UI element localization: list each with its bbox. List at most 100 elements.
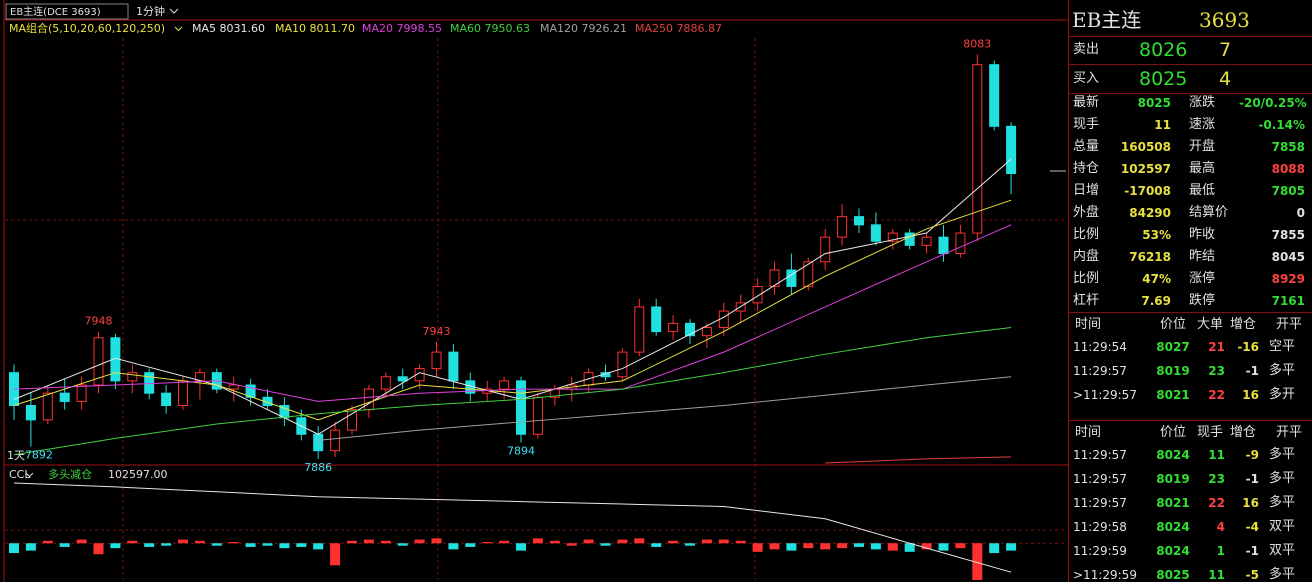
ma-legend: MA20 7998.55: [362, 22, 442, 35]
ccl-bar: [955, 543, 966, 549]
ccl-status: 多头减仓: [48, 467, 92, 481]
ccl-bar: [347, 540, 357, 544]
trade-cell: 8019: [1156, 472, 1190, 486]
ccl-bar: [59, 543, 70, 547]
candle-body: [803, 261, 814, 287]
quote-value: -0.14%: [1258, 118, 1305, 132]
trade-cell: 8021: [1156, 388, 1190, 402]
ccl-bar: [448, 543, 459, 550]
quote-value: 8929: [1271, 272, 1305, 286]
ma-line: [318, 376, 1012, 441]
ma-value: 7950.63: [485, 22, 531, 35]
ccl-bar: [668, 540, 679, 544]
ccl-bar: [752, 543, 763, 552]
trade-cell: 23: [1208, 472, 1225, 486]
candle-body: [363, 388, 374, 411]
quote-value: 8025: [1137, 96, 1171, 110]
trade-cell: 11: [1208, 568, 1225, 582]
candle-body: [668, 322, 679, 333]
trade-cell: 多平: [1269, 363, 1296, 378]
quote-label: 涨跌: [1189, 95, 1216, 110]
ccl-bar: [938, 543, 949, 551]
quote-label: 总量: [1073, 139, 1100, 154]
candle-body: [786, 269, 797, 287]
ccl-bar: [701, 539, 712, 544]
trade-cell: -1: [1245, 364, 1259, 378]
extreme-label: 7886: [304, 461, 332, 474]
trade-cell: -9: [1245, 448, 1259, 462]
ma-line: [13, 326, 1012, 456]
candle-body: [397, 376, 408, 382]
ccl-bar: [431, 538, 442, 544]
quote-label: 日增: [1073, 183, 1100, 198]
trade-cell: 22: [1208, 496, 1225, 510]
quote-label: 跌停: [1189, 293, 1216, 308]
quote-label: 比例: [1073, 271, 1100, 286]
table-header: 开平: [1275, 317, 1302, 332]
trade-cell: 11:29:57: [1073, 496, 1127, 510]
ccl-bar: [499, 540, 510, 544]
ccl-bar: [110, 543, 121, 549]
ccl-bar: [9, 543, 19, 554]
trade-cell: 多平: [1269, 471, 1296, 486]
ccl-bar: [1006, 543, 1017, 551]
candle-body: [93, 337, 104, 386]
trade-cell: 11:29:57: [1073, 364, 1127, 378]
quote-label: 涨停: [1189, 271, 1216, 286]
trade-cell: 8024: [1156, 544, 1190, 558]
ccl-bar: [786, 543, 797, 551]
quote-value: 160508: [1120, 140, 1171, 154]
trade-cell: 多平: [1269, 495, 1296, 510]
ccl-bar: [330, 543, 341, 566]
period[interactable]: 1分钟: [136, 4, 165, 18]
ma-value: 7886.87: [677, 22, 723, 35]
ma-group[interactable]: MA组合(5,10,20,60,120,250): [9, 21, 165, 35]
period-dropdown[interactable]: [169, 8, 179, 14]
ma-legend: MA10 8011.70: [275, 22, 355, 35]
quote-value: 7.69: [1141, 294, 1171, 308]
candle-body: [499, 380, 510, 390]
symbol-box[interactable]: [5, 3, 129, 20]
trade-cell: 16: [1242, 388, 1259, 402]
trade-cell: 11:29:57: [1073, 448, 1127, 462]
quote-value: 11: [1154, 118, 1171, 132]
frame: [3, 0, 1068, 582]
ma-value: 8031.60: [220, 22, 266, 35]
candle-body: [634, 306, 645, 353]
trade-cell: 16: [1242, 496, 1259, 510]
quote-value: 7858: [1271, 140, 1305, 154]
ma-line: [825, 456, 1012, 464]
table-header: 价位: [1159, 317, 1186, 332]
trade-cell: 8027: [1156, 340, 1190, 354]
quote-value: 76218: [1129, 250, 1171, 264]
ccl-dropdown[interactable]: [25, 472, 34, 478]
trade-cell: 1: [1216, 544, 1225, 558]
ccl-bar: [718, 539, 729, 544]
candle-body: [989, 64, 1000, 127]
candle-body: [414, 368, 425, 382]
quote-label: 内盘: [1073, 249, 1100, 264]
candle-body: [59, 392, 70, 402]
candle-body: [431, 351, 442, 370]
table-header: 价位: [1159, 425, 1186, 440]
candle-body: [144, 372, 155, 394]
book-label: 买入: [1073, 71, 1100, 86]
quote-label: 开盘: [1189, 139, 1216, 154]
separator: [1069, 93, 1312, 94]
ccl-bar: [25, 543, 36, 551]
ma-legend: MA120 7926.21: [540, 22, 627, 35]
ccl-bar: [634, 538, 645, 544]
ma-name: MA20: [362, 22, 393, 35]
candle-body: [955, 232, 966, 255]
trade-cell: 11:29:54: [1073, 340, 1127, 354]
trade-cell: 11: [1208, 448, 1225, 462]
symbol[interactable]: EB主连(DCE 3693): [10, 5, 101, 18]
ccl-bar: [397, 543, 408, 546]
quote-label: 速涨: [1189, 117, 1216, 132]
book-volume: 4: [1219, 68, 1232, 90]
ma-dropdown[interactable]: [174, 26, 183, 32]
book-price: 8025: [1139, 68, 1188, 90]
candle-body: [938, 236, 949, 255]
grid: [5, 38, 1066, 580]
ccl-bar: [363, 539, 374, 544]
